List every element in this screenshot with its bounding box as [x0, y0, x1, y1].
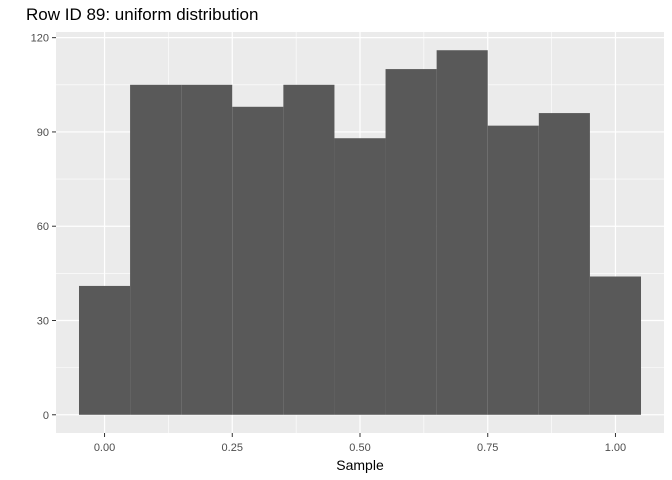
y-tick-label: 90 — [37, 127, 49, 139]
histogram-bar — [334, 138, 386, 415]
x-axis: 0.00 0.25 0.50 0.75 1.00 — [94, 433, 626, 454]
y-tick-label: 60 — [37, 221, 49, 233]
histogram-bars — [78, 50, 642, 415]
histogram-bar — [283, 84, 335, 415]
histogram-bar — [181, 84, 233, 415]
x-tick-label: 0.50 — [349, 442, 370, 454]
histogram-bar — [538, 113, 590, 415]
histogram-bar — [436, 50, 488, 415]
histogram-bar — [487, 125, 539, 415]
histogram-bar — [589, 276, 642, 415]
histogram-bar — [385, 69, 437, 415]
x-tick-label: 0.75 — [477, 442, 498, 454]
y-tick-label: 30 — [37, 315, 49, 327]
y-tick-label: 120 — [31, 33, 49, 45]
x-tick-label: 0.25 — [222, 442, 243, 454]
histogram-bar — [232, 106, 284, 415]
chart-title: Row ID 89: uniform distribution — [26, 5, 259, 24]
histogram-bar — [130, 84, 182, 415]
y-axis: 0 30 60 90 120 — [31, 33, 56, 422]
x-tick-label: 0.00 — [94, 442, 115, 454]
y-tick-label: 0 — [43, 410, 49, 422]
x-axis-title: Sample — [336, 457, 384, 473]
x-tick-label: 1.00 — [605, 442, 626, 454]
histogram-bar — [78, 285, 131, 415]
